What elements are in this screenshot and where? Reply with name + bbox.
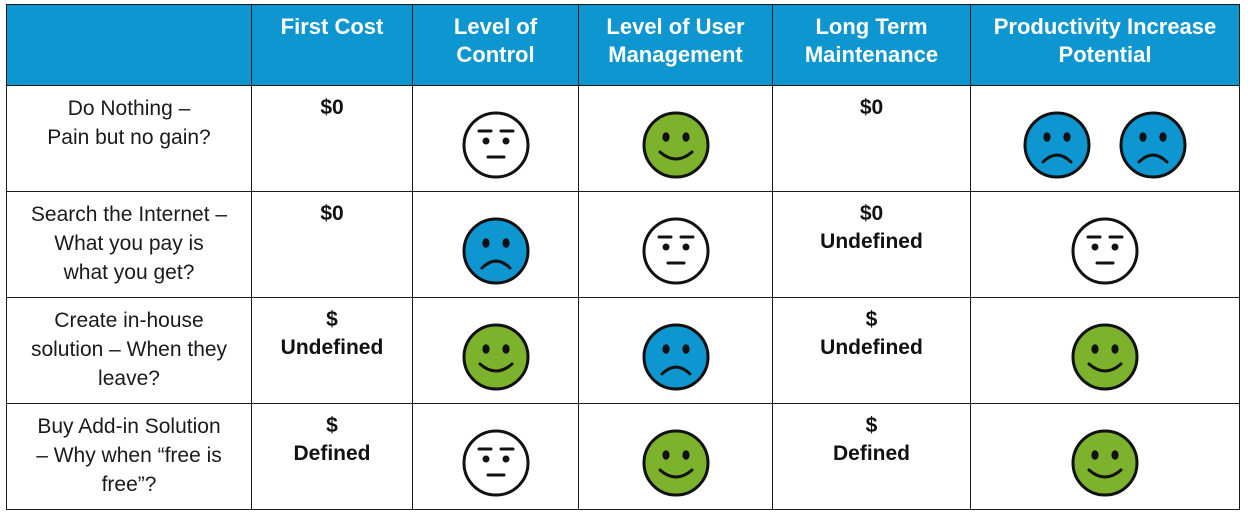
happy-face-icon (1071, 429, 1139, 496)
productivity-cell (970, 191, 1240, 298)
row-label: Buy Add-in Solution – Why when “free is fr… (6, 403, 252, 510)
cost-value: Undefined (820, 336, 923, 359)
table-row: Buy Add-in Solution – Why when “free is fr… (6, 403, 1240, 510)
row-label: Create in-house solution – When they leave… (6, 297, 252, 404)
table-row: Do Nothing – Pain but no gain? $0 $0 (6, 85, 1240, 192)
maintenance-cell: $0 Undefined (772, 191, 971, 298)
face-group (413, 204, 578, 286)
neutral-face-icon (642, 217, 709, 284)
face-group (579, 416, 772, 498)
header-productivity-increase-potential: Productivity Increase Potential (970, 4, 1240, 86)
productivity-cell (970, 297, 1240, 404)
maintenance-cell: $ Defined (772, 403, 971, 510)
cost-value: $0 (320, 96, 344, 119)
neutral-face-icon (462, 111, 529, 178)
face-group (413, 98, 578, 180)
user-management-cell (578, 297, 773, 404)
happy-face-icon (462, 323, 529, 390)
cost-value: $ (326, 414, 338, 437)
cost-value: $ (865, 414, 878, 437)
face-group (971, 416, 1239, 498)
table-row: Search the Internet – What you pay is what… (6, 191, 1240, 298)
sad-face-icon (462, 217, 529, 284)
level-of-control-cell (412, 403, 579, 510)
cost-value: Undefined (280, 336, 384, 359)
cost-value: $0 (859, 96, 884, 119)
header-first-cost: First Cost (251, 4, 413, 86)
cost-value: $0 (320, 202, 344, 225)
face-group (579, 204, 772, 286)
cost-value: $ (865, 308, 878, 331)
face-group (971, 204, 1239, 286)
header-row: First Cost Level of Control Level of User Ma… (6, 4, 1240, 86)
face-group (413, 416, 578, 498)
table-row: Create in-house solution – When they leave… (6, 297, 1240, 404)
face-group (971, 310, 1239, 392)
cost-value: $ (326, 308, 338, 331)
face-group (413, 310, 578, 392)
neutral-face-icon (1071, 217, 1139, 284)
level-of-control-cell (412, 191, 579, 298)
productivity-cell (970, 85, 1240, 192)
neutral-face-icon (462, 429, 529, 496)
cost-value: $0 (859, 202, 884, 225)
user-management-cell (578, 403, 773, 510)
sad-face-icon (1119, 111, 1187, 178)
header-long-term-maintenance: Long Term Maintenance (772, 4, 971, 86)
maintenance-cell: $ Undefined (772, 297, 971, 404)
header-level-of-user-management: Level of User Management (578, 4, 773, 86)
first-cost-cell: $0 (251, 191, 413, 298)
row-label: Search the Internet – What you pay is what… (6, 191, 252, 298)
header-level-of-control: Level of Control (412, 4, 579, 86)
productivity-cell (970, 403, 1240, 510)
face-group (579, 98, 772, 180)
face-group (971, 98, 1239, 180)
cost-value: Defined (832, 442, 910, 465)
level-of-control-cell (412, 297, 579, 404)
user-management-cell (578, 85, 773, 192)
sad-face-icon (642, 323, 709, 390)
table-header: First Cost Level of Control Level of User Ma… (6, 4, 1240, 86)
happy-face-icon (642, 429, 709, 496)
table-body: Do Nothing – Pain but no gain? $0 $0 Search … (6, 85, 1240, 510)
happy-face-icon (1071, 323, 1139, 390)
first-cost-cell: $ Defined (251, 403, 413, 510)
comparison-table: First Cost Level of Control Level of User Ma… (6, 4, 1240, 510)
face-group (579, 310, 772, 392)
user-management-cell (578, 191, 773, 298)
maintenance-cell: $0 (772, 85, 971, 192)
first-cost-cell: $ Undefined (251, 297, 413, 404)
header-corner (6, 4, 252, 86)
level-of-control-cell (412, 85, 579, 192)
cost-value: Defined (293, 442, 371, 465)
row-label: Do Nothing – Pain but no gain? (6, 85, 252, 192)
first-cost-cell: $0 (251, 85, 413, 192)
cost-value: Undefined (820, 230, 923, 253)
happy-face-icon (642, 111, 709, 178)
sad-face-icon (1023, 111, 1091, 178)
